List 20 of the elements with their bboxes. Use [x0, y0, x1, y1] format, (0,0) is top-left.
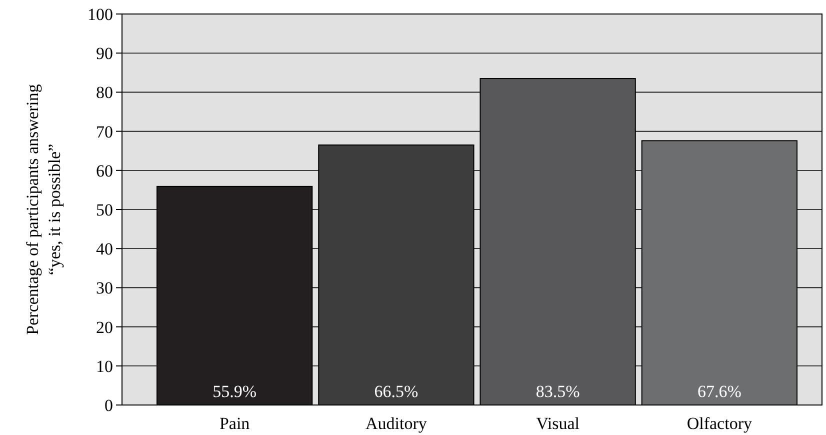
x-tick-label: Visual — [536, 414, 580, 433]
y-tick-label: 0 — [104, 396, 113, 415]
x-tick-label: Pain — [219, 414, 250, 433]
y-tick-label: 20 — [96, 318, 113, 337]
y-tick-label: 40 — [96, 240, 113, 259]
y-tick-label: 50 — [96, 200, 113, 220]
x-tick-label: Auditory — [365, 414, 428, 433]
y-axis-title: Percentage of participants answering “yes, it is possible” — [23, 84, 64, 335]
y-tick-label: 60 — [96, 161, 113, 180]
y-tick-label: 80 — [96, 83, 113, 102]
data-label: 83.5% — [536, 382, 580, 401]
x-tick-label: Olfactory — [686, 414, 752, 433]
y-tick-label: 10 — [96, 356, 113, 376]
data-label: 55.9% — [212, 382, 257, 401]
y-tick-label: 30 — [96, 278, 113, 298]
data-label: 66.5% — [374, 382, 418, 401]
y-tick-label: 70 — [96, 122, 113, 142]
y-tick-label: 90 — [96, 44, 113, 64]
y-tick-label: 100 — [88, 4, 113, 24]
data-label: 67.6% — [697, 382, 742, 401]
